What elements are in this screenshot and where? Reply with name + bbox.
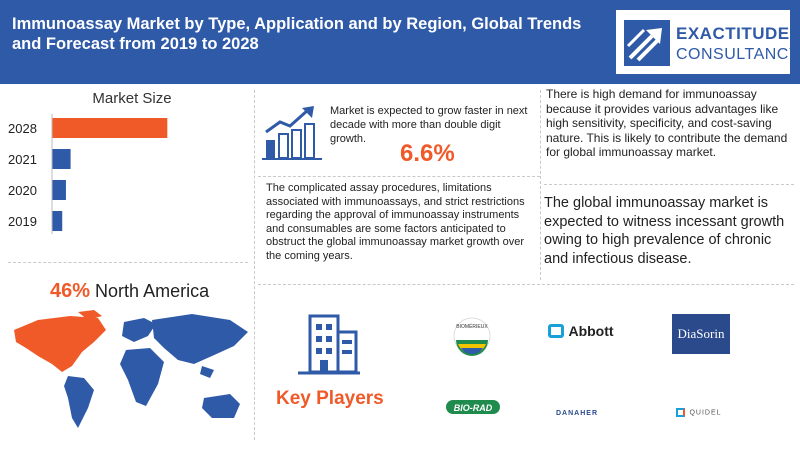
diasorin-label: DiaSorin — [677, 326, 725, 341]
prevalence-description: The global immunoassay market is expecte… — [544, 195, 785, 267]
biomerieux-label: BIOMÉRIEUX — [456, 324, 488, 330]
company-logo: EXACTITUDE CONSULTANCY — [614, 8, 800, 76]
player-logo-quidel: QUIDEL — [676, 404, 722, 422]
logo-text-line1: EXACTITUDE — [676, 24, 790, 43]
bar — [52, 211, 63, 231]
divider — [8, 262, 248, 263]
region-share-value: 46% — [50, 280, 91, 302]
quidel-logo-icon — [676, 408, 685, 418]
growth-rate: 6.6% — [400, 140, 455, 167]
growth-description: Market is expected to grow faster in nex… — [330, 105, 528, 145]
region-share: 46% North America — [50, 280, 209, 303]
logo-arrows-icon — [624, 20, 670, 66]
category-label: 2020 — [8, 183, 37, 198]
biomerieux-logo-icon — [453, 317, 491, 356]
category-label: 2019 — [8, 214, 37, 229]
player-logo-abbott: Abbott — [548, 322, 614, 340]
divider — [544, 184, 794, 185]
chart-title: Market Size — [92, 90, 172, 107]
world-map-icon — [14, 310, 248, 428]
region-name: North America — [95, 281, 210, 301]
player-logo-biomerieux: BIOMÉRIEUX — [452, 316, 492, 356]
divider — [258, 176, 540, 177]
abbott-logo-icon — [548, 323, 564, 338]
building-icon — [298, 314, 360, 375]
category-label: 2021 — [8, 152, 37, 167]
quidel-label: QUIDEL — [689, 409, 722, 417]
divider — [540, 90, 541, 280]
category-label: 2028 — [8, 121, 37, 136]
player-logo-biorad: BIO-RAD — [446, 400, 500, 414]
bar — [52, 118, 168, 138]
growth-chart-icon — [262, 106, 322, 160]
abbott-label: Abbott — [568, 322, 614, 339]
restrictions-description: The complicated assay procedures, limita… — [266, 182, 525, 262]
bar — [52, 149, 71, 169]
divider — [258, 284, 794, 285]
biorad-label: BIO-RAD — [453, 403, 493, 413]
danaher-label: DANAHER — [556, 410, 598, 417]
bar — [52, 180, 66, 200]
market-size-chart: 2028 2021 2020 2019 — [8, 114, 168, 234]
player-logo-danaher: DANAHER — [556, 402, 598, 420]
divider — [254, 90, 255, 440]
demand-description: There is high demand for immunoassay bec… — [546, 87, 788, 159]
player-logo-diasorin: DiaSorin — [672, 314, 730, 354]
page-title: Immunoassay Market by Type, Application … — [12, 15, 582, 53]
key-players-title: Key Players — [276, 388, 384, 409]
header-banner: Immunoassay Market by Type, Application … — [0, 0, 800, 84]
logo-text-line2: CONSULTANCY — [676, 46, 800, 63]
